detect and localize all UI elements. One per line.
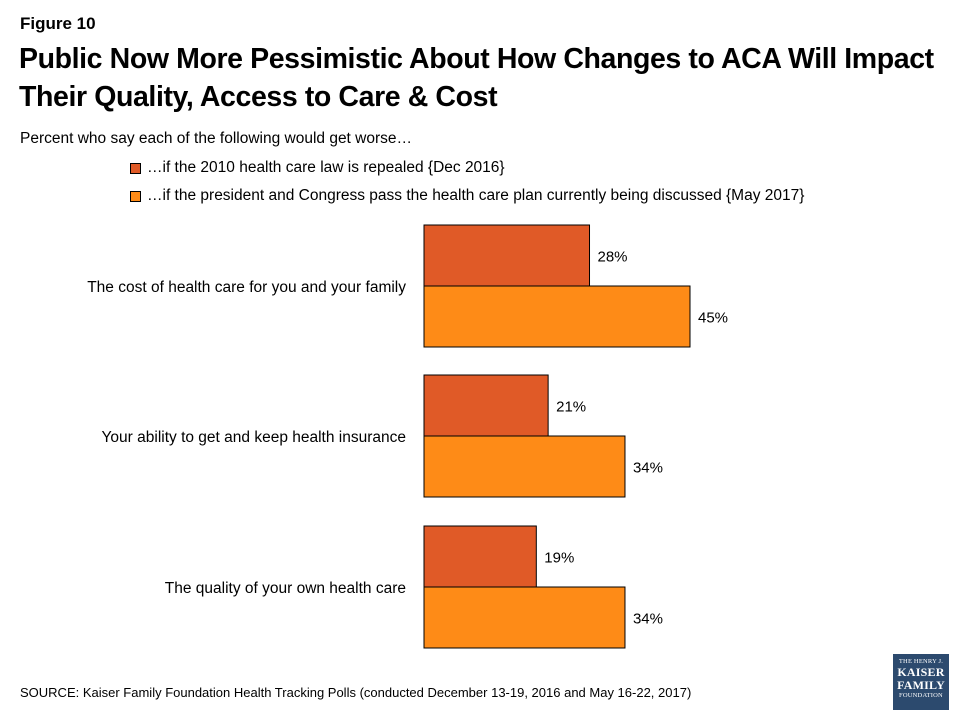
logo-line-1: THE HENRY J. [898, 658, 944, 665]
category-label-quality: The quality of your own health care [165, 580, 406, 597]
source-note: SOURCE: Kaiser Family Foundation Health … [20, 685, 692, 700]
legend-label-may-2017: …if the president and Congress pass the … [147, 187, 805, 204]
legend-item-may-2017: …if the president and Congress pass the … [130, 182, 804, 210]
bar-cost-series-2 [423, 285, 691, 348]
bar-quality-series-1 [423, 525, 537, 588]
logo-line-2: KAISER [897, 665, 945, 679]
category-label-cost: The cost of health care for you and your… [87, 279, 406, 296]
chart-title: Public Now More Pessimistic About How Ch… [19, 43, 934, 113]
figure-label: Figure 10 [20, 14, 96, 33]
bar-access-series-2 [423, 435, 626, 498]
legend-swatch-may-2017 [130, 190, 141, 202]
legend-label-dec-2016: …if the 2010 health care law is repealed… [147, 159, 505, 176]
category-label-access: Your ability to get and keep health insu… [102, 429, 406, 446]
data-label-cost-series-2: 45% [698, 310, 728, 327]
data-label-cost-series-1: 28% [598, 249, 628, 266]
data-label-access-series-2: 34% [633, 460, 663, 477]
bar-access-series-1 [423, 374, 549, 437]
data-label-access-series-1: 21% [556, 399, 586, 416]
legend-item-dec-2016: …if the 2010 health care law is repealed… [130, 154, 804, 182]
bar-quality-series-2 [423, 586, 626, 649]
data-label-quality-series-1: 19% [544, 550, 574, 567]
kff-logo: THE HENRY J. KAISER FAMILY FOUNDATION [893, 654, 949, 710]
chart-subtitle: Percent who say each of the following wo… [20, 130, 413, 147]
logo-line-3: FAMILY [897, 678, 945, 692]
bar-cost-series-1 [423, 224, 591, 287]
logo-line-4: FOUNDATION [899, 692, 943, 699]
data-label-quality-series-2: 34% [633, 611, 663, 628]
legend-swatch-dec-2016 [130, 162, 141, 174]
legend: …if the 2010 health care law is repealed… [130, 154, 804, 210]
